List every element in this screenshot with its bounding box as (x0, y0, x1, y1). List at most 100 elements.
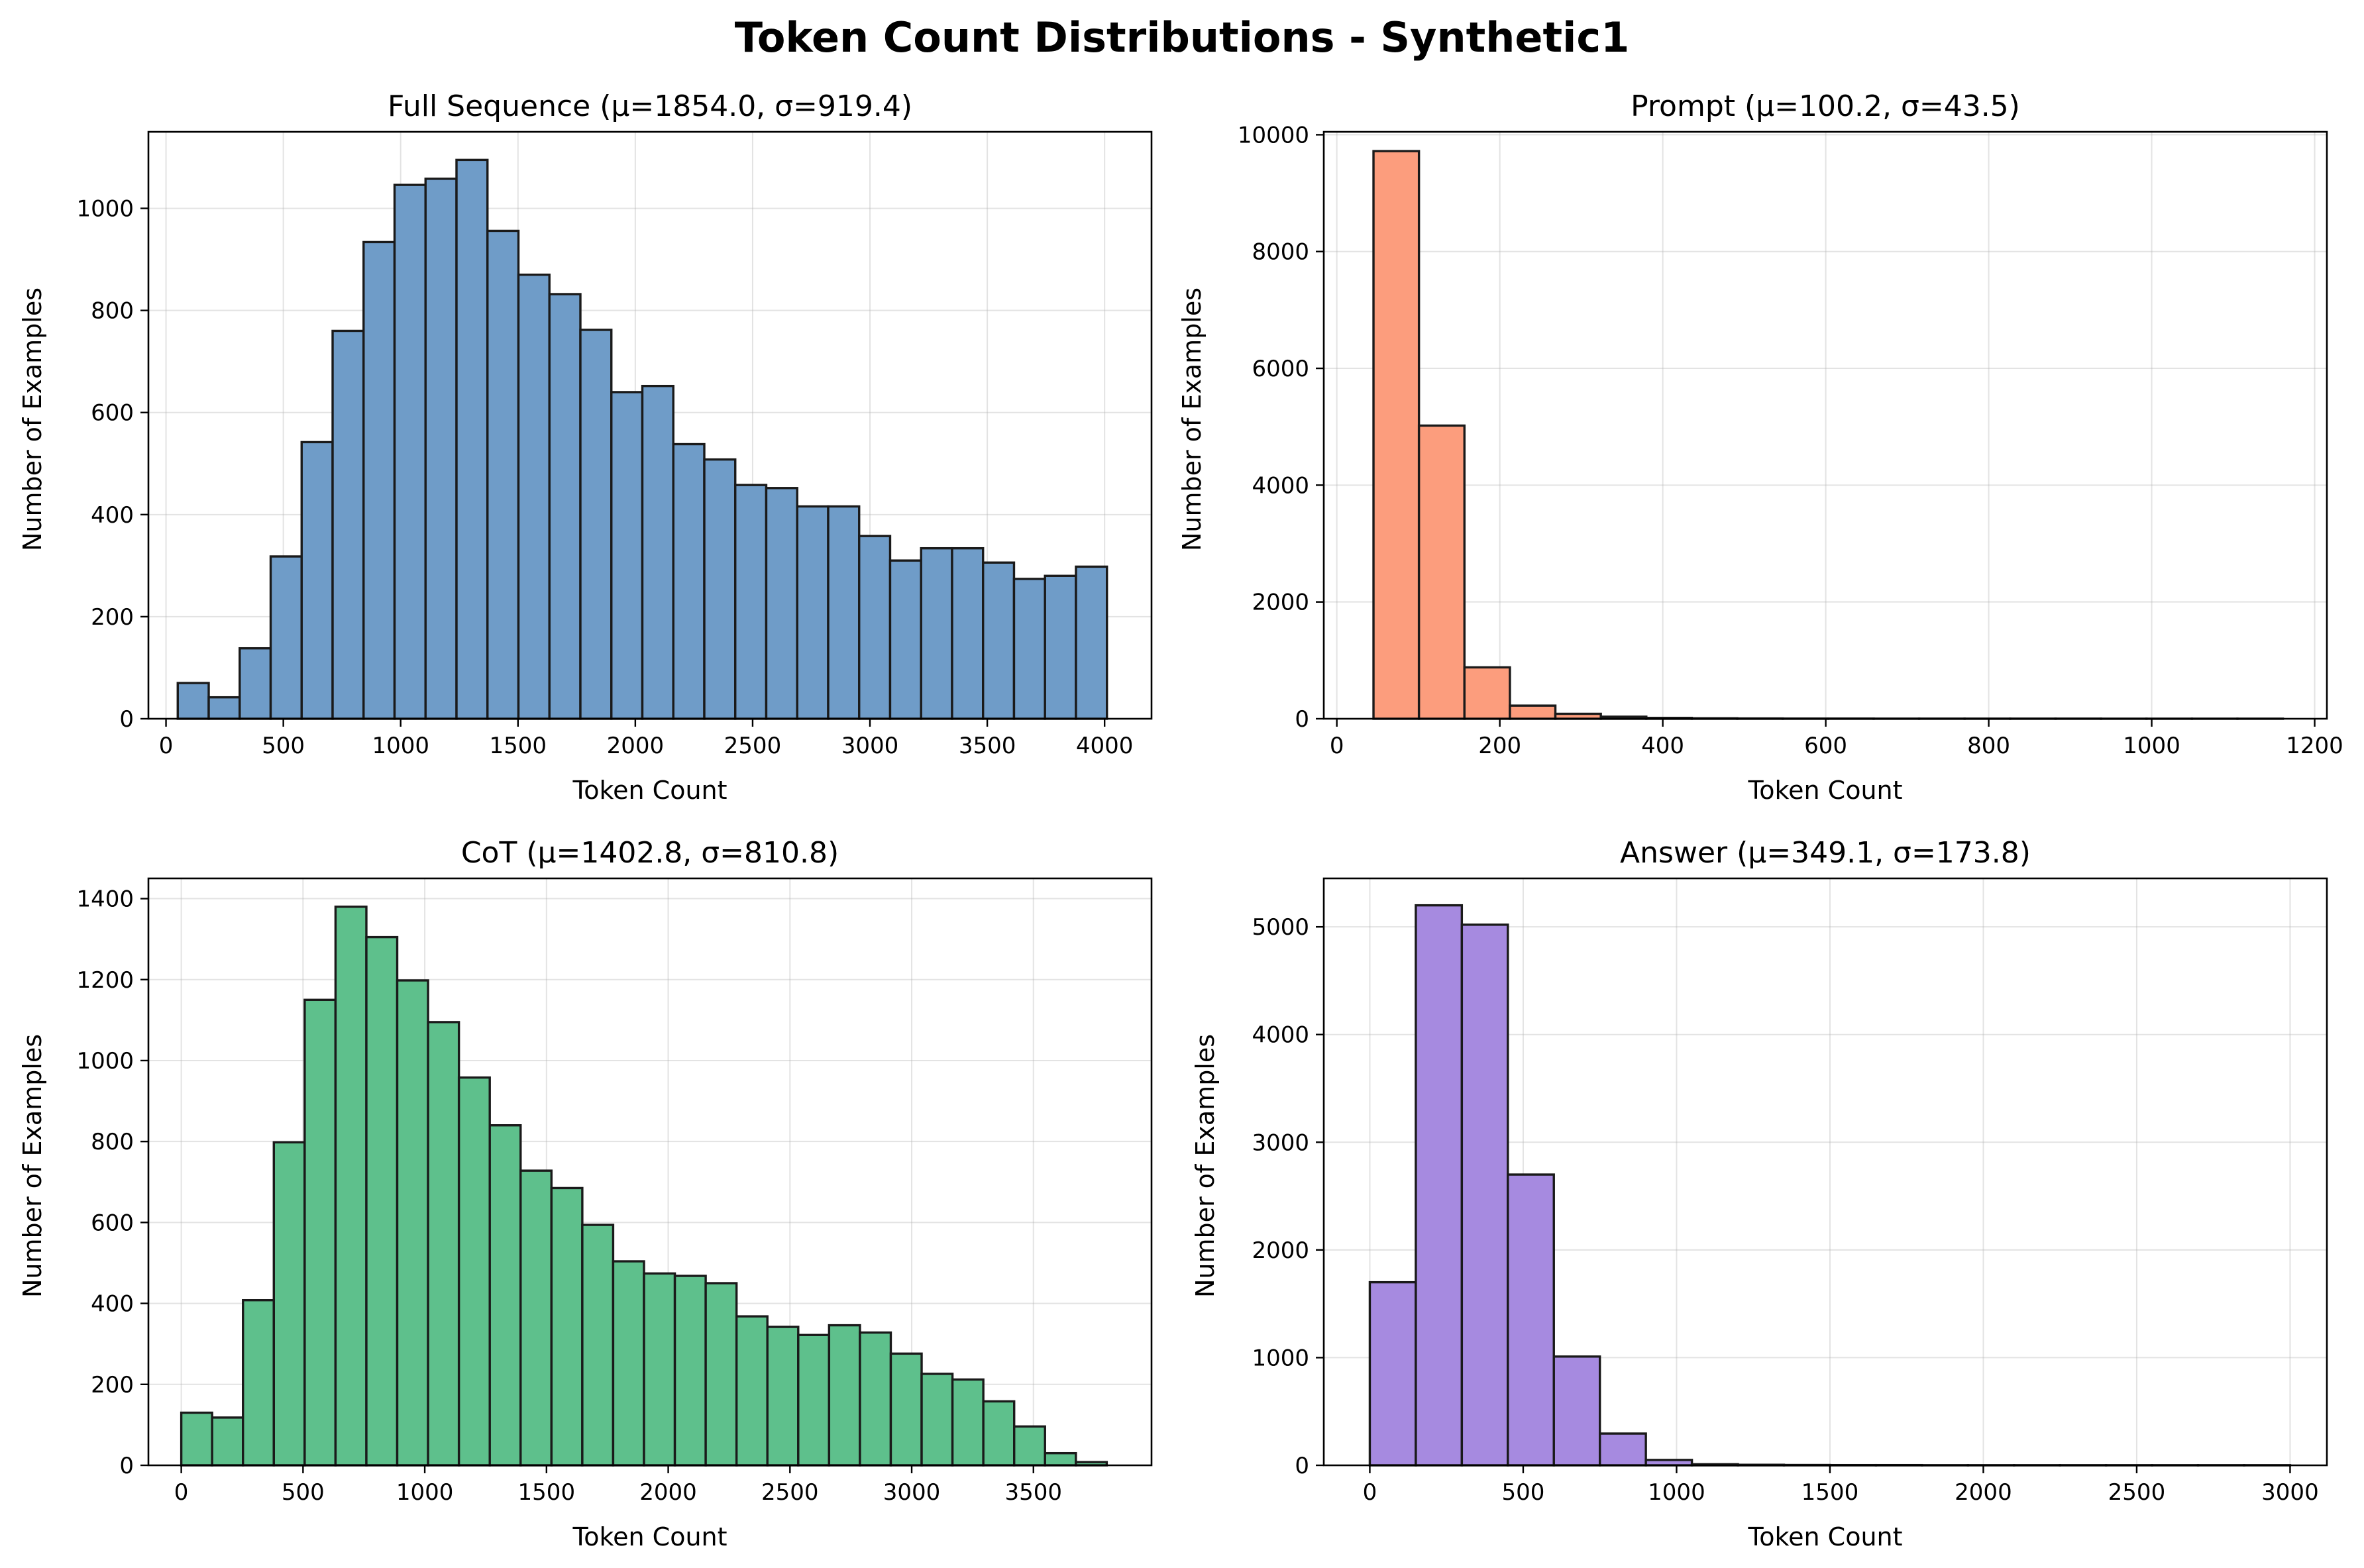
histogram-bars (1368, 904, 2292, 1467)
histogram-bar (828, 1324, 861, 1467)
histogram-bar (176, 682, 210, 720)
histogram-bar (951, 1378, 985, 1467)
y-tick-label: 1000 (1252, 1345, 1309, 1371)
x-tick-label: 0 (1363, 1479, 1377, 1506)
histogram-bar (393, 183, 427, 720)
histogram-bar (982, 1400, 1016, 1467)
histogram-bar (796, 505, 830, 720)
x-tick-label: 500 (1501, 1479, 1544, 1506)
histogram-bar (703, 458, 737, 720)
histogram-bar (581, 1224, 615, 1467)
histogram-bar (951, 547, 985, 720)
x-tick-label: 2000 (639, 1479, 697, 1506)
figure-title: Token Count Distributions - Synthetic1 (735, 13, 1629, 62)
histogram-bar (424, 178, 458, 720)
panel-title: CoT (μ=1402.8, σ=810.8) (461, 836, 839, 870)
histogram-bar (1044, 1451, 1077, 1467)
y-ticks: 0 2000 4000 6000 8000 10000 (1238, 122, 1324, 733)
histogram-bar (982, 561, 1016, 720)
y-axis-label: Number of Examples (1191, 1034, 1220, 1298)
x-tick-label: 500 (262, 733, 305, 759)
y-axis-label: Number of Examples (1177, 287, 1207, 551)
histogram-bar (427, 1021, 460, 1467)
x-ticks: 0 500 1000 1500 2000 2500 3000 3500 4000 (159, 719, 1134, 759)
y-tick-label: 800 (91, 1129, 134, 1155)
histogram-bar (331, 329, 365, 720)
histogram-bars (1372, 150, 2284, 720)
x-tick-label: 2500 (761, 1479, 819, 1506)
histogram-bar (488, 1124, 522, 1467)
x-tick-label: 1500 (518, 1479, 576, 1506)
x-tick-label: 500 (282, 1479, 325, 1506)
y-tick-label: 3000 (1252, 1129, 1309, 1156)
histogram-bar (242, 1298, 275, 1467)
histogram-bar (303, 998, 337, 1467)
histogram-bar (1012, 578, 1046, 720)
y-tick-label: 4000 (1252, 1022, 1309, 1049)
histogram-bar (641, 384, 674, 720)
x-ticks: 0 500 1000 1500 2000 2500 3000 (1363, 1465, 2319, 1506)
x-tick-label: 1000 (2123, 733, 2180, 759)
histogram-bar (889, 1352, 923, 1467)
histogram-bar (1013, 1425, 1046, 1467)
histogram-bar (888, 559, 922, 720)
histogram-bar (486, 229, 520, 720)
y-tick-label: 200 (91, 1372, 134, 1398)
gridlines (1324, 132, 2327, 719)
y-tick-label: 1000 (76, 1048, 134, 1074)
histogram-bar (610, 391, 644, 720)
histogram-bar (859, 1331, 892, 1467)
y-tick-label: 600 (91, 1210, 134, 1236)
histogram-bar (579, 329, 613, 720)
y-tick-label: 400 (91, 502, 134, 529)
panel-title: Answer (μ=349.1, σ=173.8) (1620, 836, 2031, 870)
histogram-bar (765, 487, 798, 720)
x-tick-label: 1200 (2286, 733, 2343, 759)
x-tick-label: 2000 (1955, 1479, 2012, 1506)
x-tick-label: 3000 (2261, 1479, 2319, 1506)
histogram-bar (797, 1333, 831, 1467)
histogram-bar (455, 158, 489, 720)
histogram-bar (269, 555, 303, 720)
y-tick-label: 6000 (1252, 356, 1309, 382)
y-tick-label: 4000 (1252, 472, 1309, 499)
x-tick-label: 2500 (724, 733, 782, 759)
histogram-bar (1460, 923, 1509, 1467)
histogram-bar (735, 1315, 769, 1467)
histogram-bar (300, 441, 334, 720)
histogram-bar (362, 240, 396, 720)
histogram-bar (519, 1169, 553, 1467)
histogram-bar (704, 1282, 738, 1467)
x-tick-label: 3000 (883, 1479, 941, 1506)
histogram-bar (612, 1260, 645, 1467)
x-tick-label: 4000 (1076, 733, 1134, 759)
histogram-bar (1044, 574, 1077, 720)
histogram-bar (734, 484, 768, 720)
histogram-bar (211, 1416, 244, 1467)
histogram-bar (517, 274, 551, 720)
y-ticks: 0 1000 2000 3000 4000 5000 (1252, 914, 1324, 1479)
histogram-bar (1372, 150, 1421, 720)
histogram-bar (550, 1186, 584, 1467)
histogram-bars (176, 158, 1108, 720)
y-tick-label: 0 (119, 706, 134, 733)
panel-cot: CoT (μ=1402.8, σ=810.8) Token Count Numb… (18, 836, 1153, 1551)
histogram-bar (1075, 565, 1108, 720)
y-tick-label: 10000 (1238, 122, 1309, 148)
histogram-bar (180, 1411, 213, 1467)
histogram-bar (1598, 1432, 1647, 1467)
histogram-bar (920, 1373, 954, 1467)
y-tick-label: 600 (91, 400, 134, 427)
axes-frame (147, 877, 1153, 1467)
x-tick-label: 0 (174, 1479, 189, 1506)
x-tick-label: 1000 (396, 1479, 454, 1506)
histogram-bar (643, 1272, 676, 1467)
histogram-bar (1417, 424, 1466, 720)
axes-frame (147, 131, 1153, 720)
histogram-bar (1368, 1281, 1417, 1467)
x-tick-label: 800 (1967, 733, 2010, 759)
y-tick-label: 8000 (1252, 239, 1309, 266)
y-tick-label: 0 (1295, 706, 1309, 733)
histogram-bar (672, 443, 706, 720)
panel-title: Full Sequence (μ=1854.0, σ=919.4) (388, 89, 912, 123)
